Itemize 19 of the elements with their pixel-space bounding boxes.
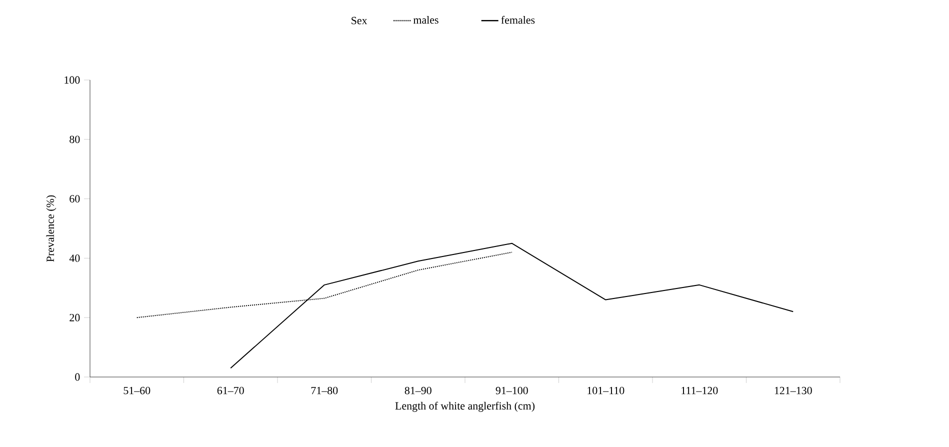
x-tick-label: 71–80 (311, 386, 338, 394)
legend-label: males (413, 16, 438, 24)
y-tick-label: 60 (70, 195, 80, 202)
y-tick-label: 20 (70, 314, 80, 322)
y-tick-label: 40 (69, 254, 80, 262)
y-axis-title: Prevalence (%) (46, 195, 56, 262)
x-tick-label: 91–100 (496, 386, 528, 394)
x-axis-title: Length of white anglerfish (cm) (395, 402, 535, 412)
x-tick-label: 61–70 (217, 386, 244, 394)
legend-label: females (501, 16, 535, 24)
legend-title: Sex (352, 16, 368, 24)
y-tick-label: 80 (70, 136, 80, 144)
x-tick-label: 101–110 (588, 386, 624, 394)
y-tick-label: 0 (75, 373, 80, 381)
y-tick-label: 100 (64, 76, 80, 84)
x-tick-label: 51–60 (124, 386, 150, 394)
x-tick-label: 121–130 (774, 386, 812, 394)
x-tick-label: 111–120 (682, 386, 718, 394)
x-tick-label: 81–90 (404, 386, 432, 394)
